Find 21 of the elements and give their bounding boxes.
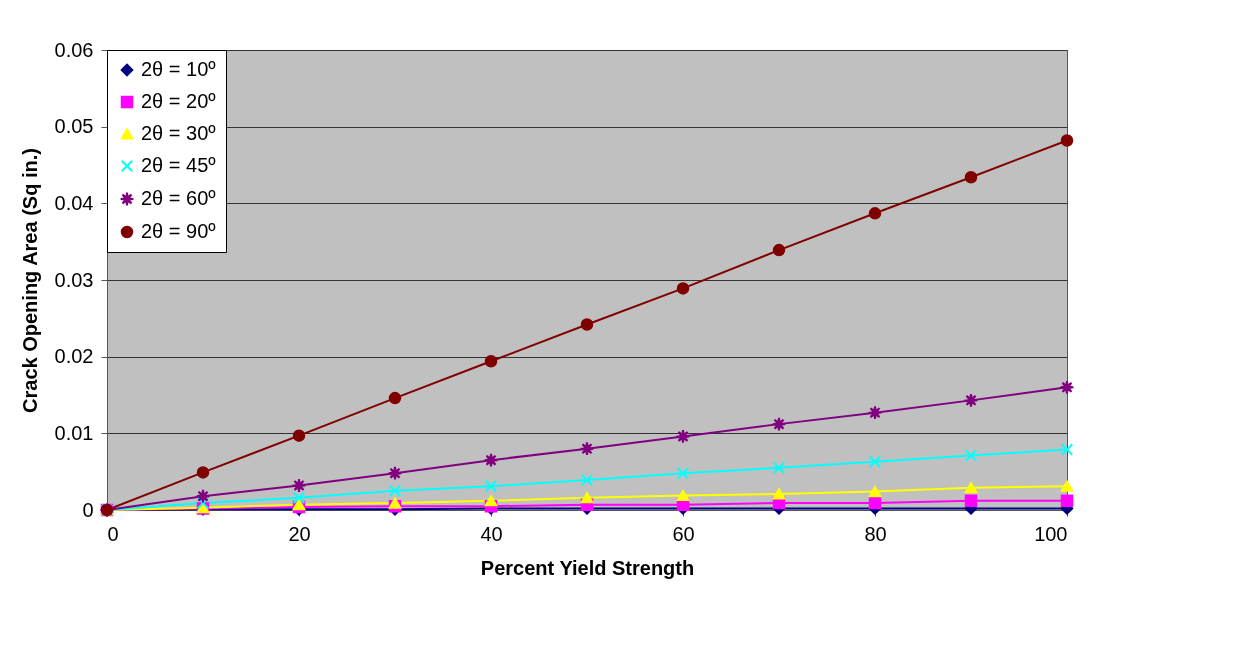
y-tick-label: 0 xyxy=(82,498,94,521)
legend-label: 2θ = 90º xyxy=(141,220,217,242)
legend-label: 2θ = 60º xyxy=(141,187,217,209)
x-axis-title: Percent Yield Strength xyxy=(480,556,695,579)
x-tick-label: 20 xyxy=(288,522,311,545)
legend-label: 2θ = 20º xyxy=(141,90,217,112)
x-tick-label: 0 xyxy=(107,522,119,545)
y-axis-title: Crack Opening Area (Sq in.) xyxy=(18,148,41,413)
y-tick-label: 0.01 xyxy=(54,421,94,444)
y-tick-label: 0.03 xyxy=(54,268,94,291)
x-tick-label: 80 xyxy=(864,522,887,545)
y-tick-label: 0.04 xyxy=(54,191,94,214)
y-tick-label: 0.02 xyxy=(54,345,94,368)
legend-label: 2θ = 10º xyxy=(141,58,217,80)
x-tick-label: 100 xyxy=(1034,522,1068,545)
x-tick-label: 40 xyxy=(480,522,503,545)
y-tick-label: 0.06 xyxy=(54,38,94,61)
legend-label: 2θ = 45º xyxy=(141,154,217,176)
x-tick-label: 60 xyxy=(672,522,695,545)
legend-label: 2θ = 30º xyxy=(141,122,217,144)
y-tick-label: 0.05 xyxy=(54,115,94,138)
